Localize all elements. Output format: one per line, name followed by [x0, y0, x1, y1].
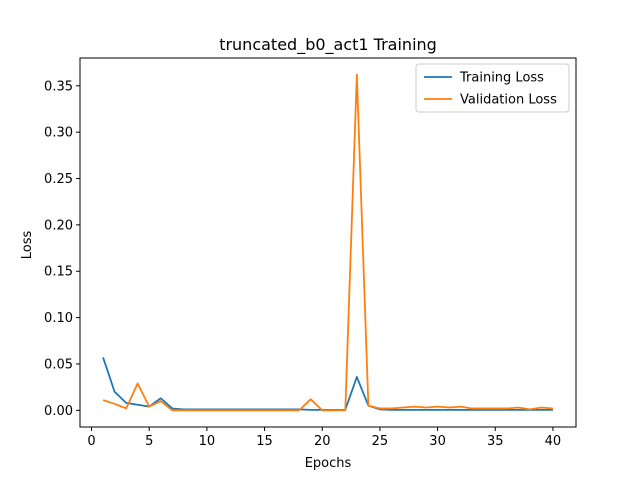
legend-box — [415, 63, 570, 113]
y-tick-label: 0.20 — [44, 218, 73, 233]
y-tick-label: 0.00 — [44, 404, 73, 419]
x-tick-label: 25 — [372, 434, 389, 449]
x-tick-label: 0 — [87, 434, 95, 449]
legend-label-1: Validation Loss — [460, 93, 557, 108]
y-tick-label: 0.30 — [44, 126, 73, 141]
y-tick-label: 0.10 — [44, 311, 73, 326]
x-tick-label: 35 — [487, 434, 504, 449]
x-axis-ticks: 0 5 10 15 20 25 30 35 40 — [87, 427, 561, 449]
y-axis-label: Loss — [20, 231, 35, 260]
plot-frame — [79, 57, 577, 428]
legend-label-0: Training Loss — [459, 71, 544, 86]
x-tick-label: 30 — [429, 434, 446, 449]
x-tick-label: 5 — [145, 434, 153, 449]
series-line-1 — [102, 73, 554, 412]
x-axis-label: Epochs — [305, 456, 352, 471]
y-tick-label: 0.35 — [44, 79, 73, 94]
x-tick-label: 20 — [314, 434, 331, 449]
x-tick-label: 10 — [199, 434, 216, 449]
x-tick-label: 15 — [256, 434, 273, 449]
y-axis-ticks: 0.00 0.05 0.10 0.15 0.20 0.25 0.30 0.35 — [44, 79, 80, 419]
chart-title: truncated_b0_act1 Training — [219, 35, 437, 55]
y-tick-label: 0.15 — [44, 265, 73, 280]
y-tick-label: 0.05 — [44, 357, 73, 372]
x-tick-label: 40 — [545, 434, 562, 449]
y-tick-label: 0.25 — [44, 172, 73, 187]
legend: Training Loss Validation Loss — [415, 63, 570, 113]
plot-area — [79, 57, 577, 428]
